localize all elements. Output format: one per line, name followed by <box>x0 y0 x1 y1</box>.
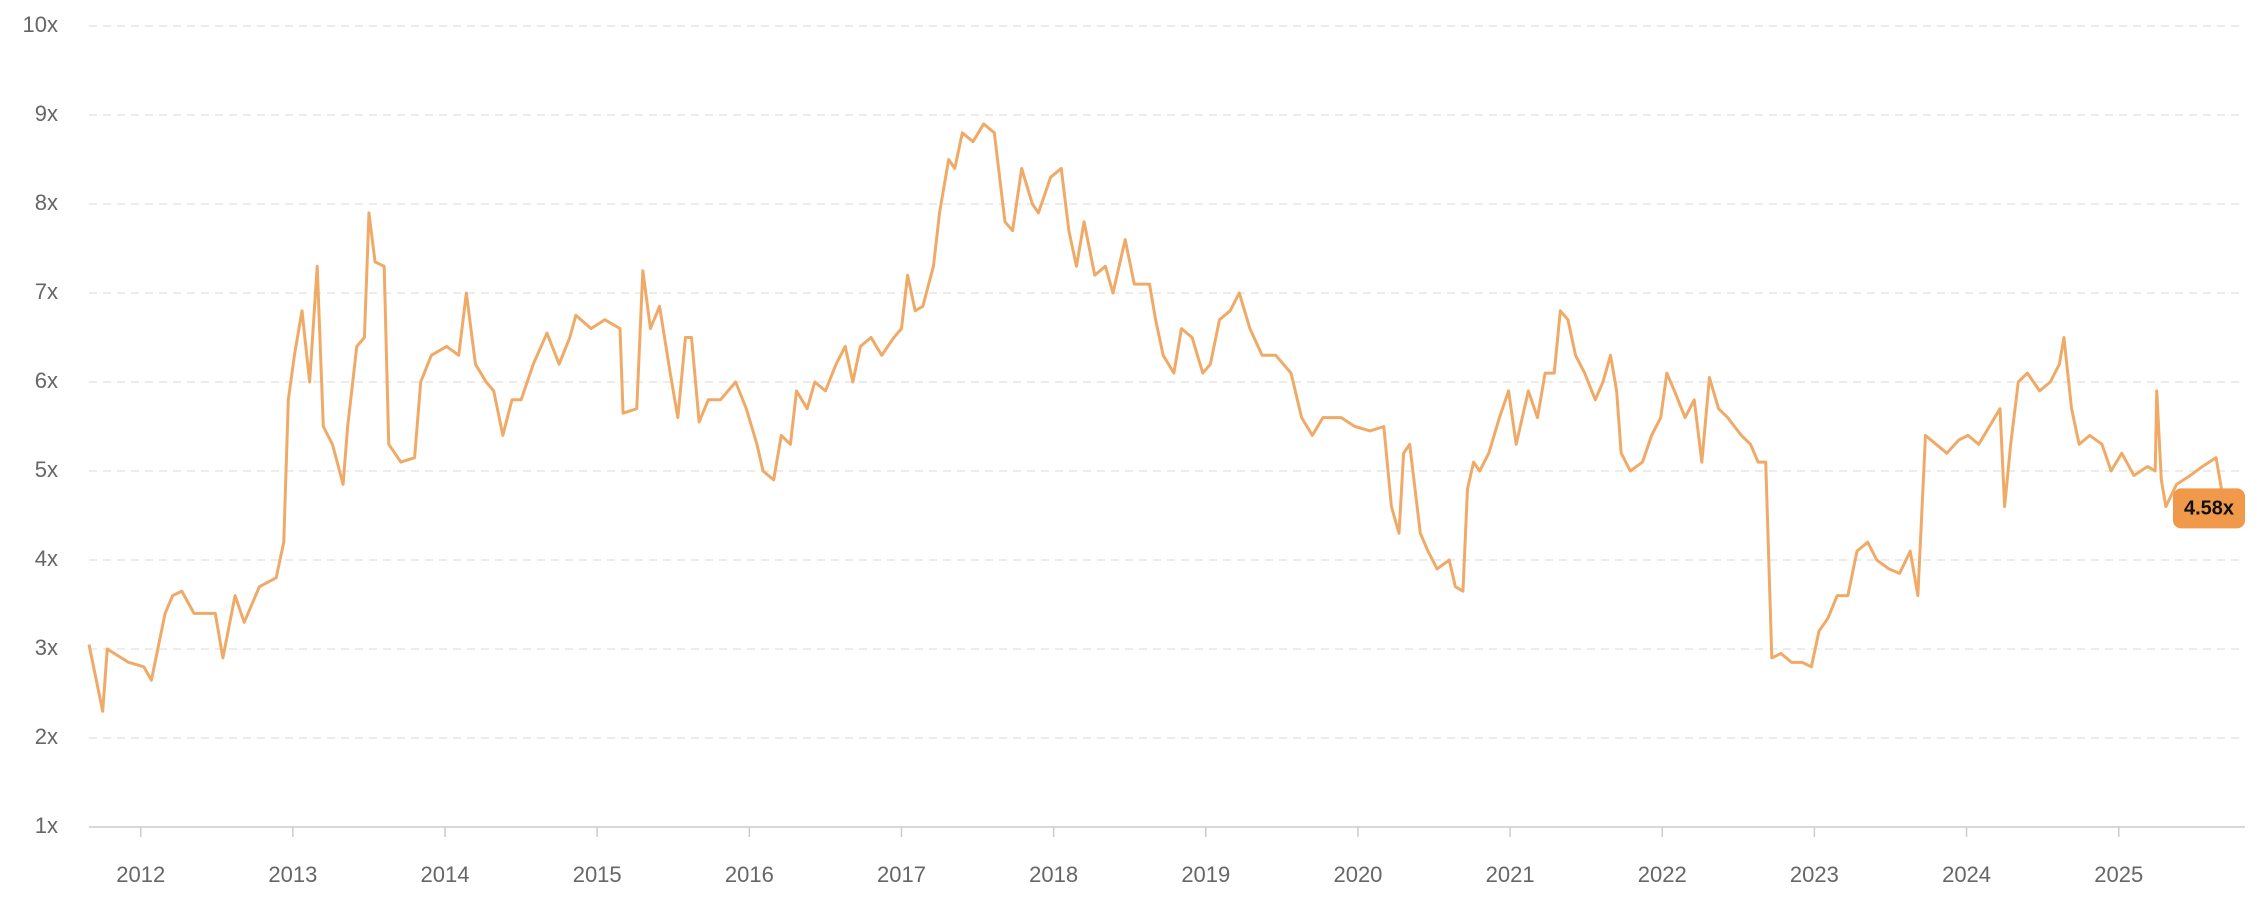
x-tick-label: 2012 <box>116 862 165 887</box>
y-tick-label: 10x <box>23 12 58 37</box>
last-value-label: 4.58x <box>2184 498 2234 520</box>
x-tick-label: 2014 <box>421 862 470 887</box>
x-tick-label: 2022 <box>1638 862 1687 887</box>
y-tick-label: 8x <box>35 190 58 215</box>
x-tick-label: 2024 <box>1942 862 1991 887</box>
y-tick-label: 4x <box>35 546 58 571</box>
x-tick-label: 2025 <box>2094 862 2143 887</box>
x-tick-label: 2019 <box>1181 862 1230 887</box>
y-tick-label: 6x <box>35 368 58 393</box>
last-value-badge <box>2173 488 2245 529</box>
y-tick-label: 2x <box>35 724 58 749</box>
x-tick-label: 2023 <box>1790 862 1839 887</box>
y-tick-label: 7x <box>35 279 58 304</box>
y-tick-label: 3x <box>35 635 58 660</box>
y-tick-label: 5x <box>35 457 58 482</box>
x-tick-label: 2017 <box>877 862 926 887</box>
x-tick-label: 2015 <box>573 862 622 887</box>
x-tick-label: 2013 <box>268 862 317 887</box>
x-tick-label: 2018 <box>1029 862 1078 887</box>
y-tick-label: 1x <box>35 813 58 838</box>
x-tick-label: 2016 <box>725 862 774 887</box>
x-tick-label: 2021 <box>1486 862 1535 887</box>
line-series <box>87 122 2232 713</box>
y-tick-label: 9x <box>35 101 58 126</box>
x-tick-label: 2020 <box>1333 862 1382 887</box>
